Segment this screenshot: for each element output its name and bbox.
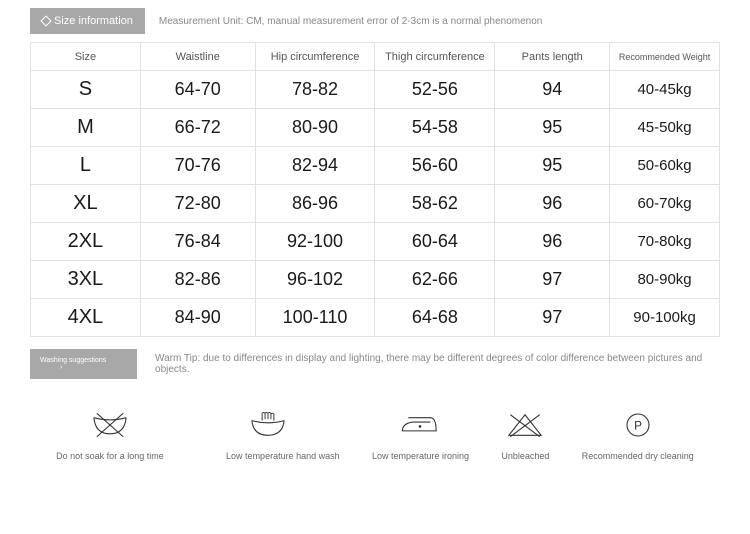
table-row: S64-7078-8252-569440-45kg	[31, 71, 720, 109]
table-cell: 76-84	[140, 223, 255, 261]
basin-crossed-icon	[88, 409, 132, 441]
washing-tip-note: Warm Tip: due to differences in display …	[155, 353, 720, 375]
table-cell: 2XL	[31, 223, 141, 261]
svg-text:P: P	[634, 419, 642, 432]
circle-p-icon: P	[616, 409, 660, 441]
table-cell: 100-110	[255, 299, 375, 337]
table-cell: 90-100kg	[610, 299, 720, 337]
table-row: L70-7682-9456-609550-60kg	[31, 147, 720, 185]
care-caption: Recommended dry cleaning	[582, 451, 694, 461]
table-cell: 97	[495, 299, 610, 337]
table-cell: 66-72	[140, 109, 255, 147]
table-cell: S	[31, 71, 141, 109]
diamond-icon	[40, 15, 51, 26]
table-cell: 52-56	[375, 71, 495, 109]
table-cell: 64-68	[375, 299, 495, 337]
table-cell: 72-80	[140, 185, 255, 223]
table-header: Size	[31, 43, 141, 71]
care-icon-iron: Low temperature ironing	[372, 409, 469, 461]
table-cell: 64-70	[140, 71, 255, 109]
table-cell: 50-60kg	[610, 147, 720, 185]
table-cell: 40-45kg	[610, 71, 720, 109]
table-cell: L	[31, 147, 141, 185]
table-cell: 78-82	[255, 71, 375, 109]
table-row: 3XL82-8696-10262-669780-90kg	[31, 261, 720, 299]
table-row: M66-7280-9054-589545-50kg	[31, 109, 720, 147]
table-cell: 96	[495, 223, 610, 261]
measurement-note: Measurement Unit: CM, manual measurement…	[159, 16, 543, 27]
table-cell: 96	[495, 185, 610, 223]
care-icons-row: Do not soak for a long time Low temperat…	[40, 409, 710, 461]
care-icon-dry-clean: P Recommended dry cleaning	[582, 409, 694, 461]
table-cell: 54-58	[375, 109, 495, 147]
table-cell: 94	[495, 71, 610, 109]
washing-tip-row: Washing suggestions › Warm Tip: due to d…	[30, 349, 720, 379]
table-cell: 70-80kg	[610, 223, 720, 261]
size-info-header: Size information Measurement Unit: CM, m…	[30, 8, 720, 34]
table-cell: 3XL	[31, 261, 141, 299]
washing-tab-label: Washing suggestions	[40, 357, 106, 364]
hand-wash-icon	[246, 409, 290, 441]
table-cell: 70-76	[140, 147, 255, 185]
table-cell: 4XL	[31, 299, 141, 337]
care-caption: Low temperature ironing	[372, 451, 469, 461]
iron-icon	[398, 409, 442, 441]
triangle-crossed-icon	[503, 409, 547, 441]
table-header: Thigh circumference	[375, 43, 495, 71]
table-cell: 86-96	[255, 185, 375, 223]
table-cell: 80-90	[255, 109, 375, 147]
size-table: SizeWaistlineHip circumferenceThigh circ…	[30, 42, 720, 337]
table-header: Pants length	[495, 43, 610, 71]
care-icon-unbleached: Unbleached	[501, 409, 549, 461]
table-cell: 95	[495, 147, 610, 185]
table-cell: 96-102	[255, 261, 375, 299]
care-caption: Low temperature hand wash	[226, 451, 340, 461]
size-info-tab-label: Size information	[54, 15, 133, 27]
table-header: Hip circumference	[255, 43, 375, 71]
table-cell: 97	[495, 261, 610, 299]
table-cell: 56-60	[375, 147, 495, 185]
table-cell: 62-66	[375, 261, 495, 299]
table-header: Waistline	[140, 43, 255, 71]
table-cell: 60-70kg	[610, 185, 720, 223]
table-cell: XL	[31, 185, 141, 223]
washing-tab: Washing suggestions ›	[30, 349, 137, 379]
table-cell: 92-100	[255, 223, 375, 261]
table-row: XL72-8086-9658-629660-70kg	[31, 185, 720, 223]
table-cell: 80-90kg	[610, 261, 720, 299]
care-icon-hand-wash: Low temperature hand wash	[196, 409, 340, 461]
table-row: 4XL84-90100-11064-689790-100kg	[31, 299, 720, 337]
table-cell: 58-62	[375, 185, 495, 223]
care-caption: Do not soak for a long time	[56, 451, 164, 461]
care-icon-no-soak: Do not soak for a long time	[56, 409, 164, 461]
care-caption: Unbleached	[501, 451, 549, 461]
table-cell: 60-64	[375, 223, 495, 261]
table-cell: 95	[495, 109, 610, 147]
size-info-tab: Size information	[30, 8, 145, 34]
table-row: 2XL76-8492-10060-649670-80kg	[31, 223, 720, 261]
table-cell: 82-86	[140, 261, 255, 299]
table-header: Recommended Weight	[610, 43, 720, 71]
table-cell: M	[31, 109, 141, 147]
table-cell: 84-90	[140, 299, 255, 337]
table-cell: 45-50kg	[610, 109, 720, 147]
table-cell: 82-94	[255, 147, 375, 185]
